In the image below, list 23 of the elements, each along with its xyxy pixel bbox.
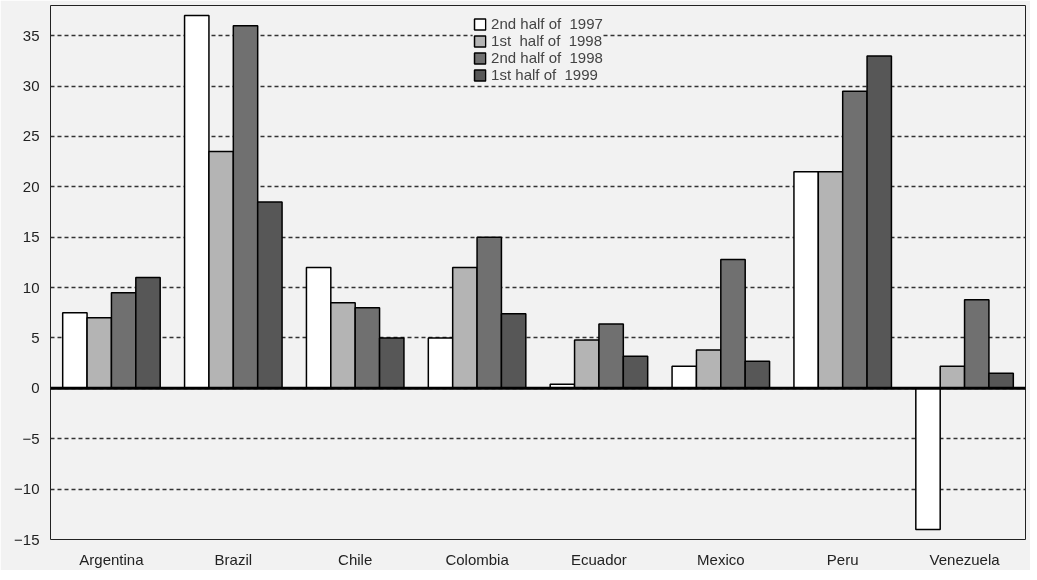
legend-label: 1st half of 1999 — [491, 66, 598, 83]
y-tick-label: −10 — [14, 480, 40, 498]
y-tick-label: 20 — [22, 177, 40, 195]
y-tick-label: 35 — [22, 26, 40, 44]
y-tick-label: 0 — [31, 379, 40, 397]
x-tick-label: Ecuador — [571, 550, 627, 568]
x-tick-label: Peru — [826, 550, 859, 568]
x-tick-label: Colombia — [445, 550, 510, 568]
legend-label: 1st half of 1998 — [491, 32, 603, 49]
x-tick-label: Chile — [338, 550, 373, 568]
x-tick-label: Mexico — [697, 550, 745, 568]
legend-label: 2nd half of 1997 — [491, 15, 603, 32]
y-tick-label: 5 — [31, 328, 40, 346]
x-tick-label: Venezuela — [929, 550, 1001, 568]
y-tick-label: 30 — [22, 77, 40, 95]
y-tick-label: 25 — [22, 127, 40, 145]
y-tick-label: −5 — [22, 429, 40, 447]
x-tick-label: Argentina — [79, 550, 145, 568]
y-tick-label: −15 — [14, 530, 40, 548]
legend-label: 2nd half of 1998 — [491, 49, 603, 66]
x-tick-label: Brazil — [214, 550, 253, 568]
y-tick-label: 15 — [22, 228, 40, 246]
y-tick-label: 10 — [22, 278, 40, 296]
